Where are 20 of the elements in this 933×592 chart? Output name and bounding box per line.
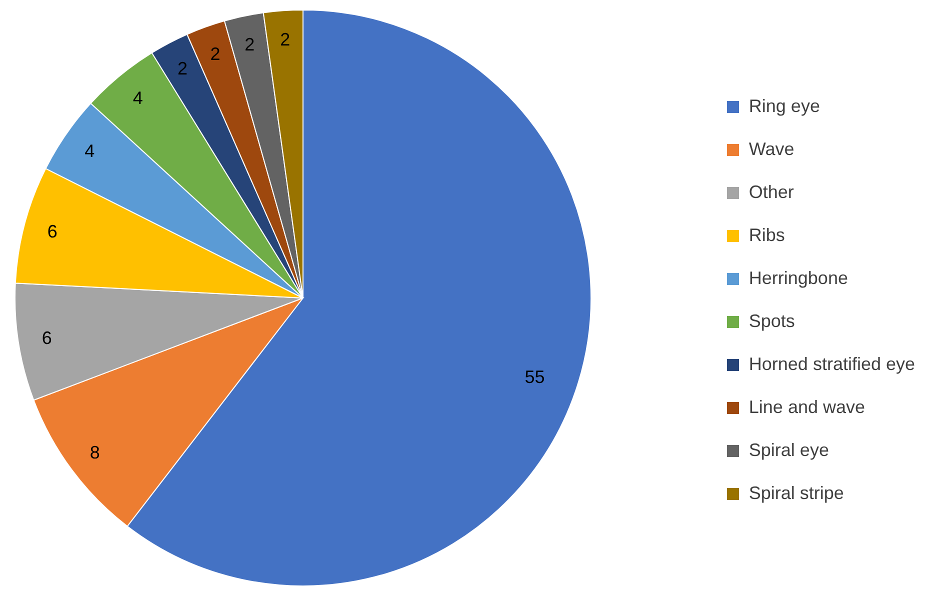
data-label: 4 [84,140,95,161]
data-label: 8 [90,442,100,463]
data-label: 2 [210,44,220,64]
legend-label: Wave [748,139,794,160]
legend-label: Ring eye [748,96,820,117]
legend-label: Spiral stripe [748,483,844,504]
data-label: 2 [280,29,290,50]
legend-label: Other [748,182,794,203]
data-label: 2 [244,34,255,54]
legend-label: Spiral eye [748,440,829,461]
data-label: 6 [42,328,52,348]
legend-label: Ribs [748,225,785,246]
data-label: 2 [178,58,188,78]
legend-label: Line and wave [748,397,865,418]
legend-label: Spots [748,311,795,332]
data-label: 55 [524,366,545,387]
data-label: 6 [47,222,58,242]
legend-label: Herringbone [748,268,848,289]
data-label: 4 [132,88,143,108]
legend-label: Horned stratified eye [748,354,915,375]
